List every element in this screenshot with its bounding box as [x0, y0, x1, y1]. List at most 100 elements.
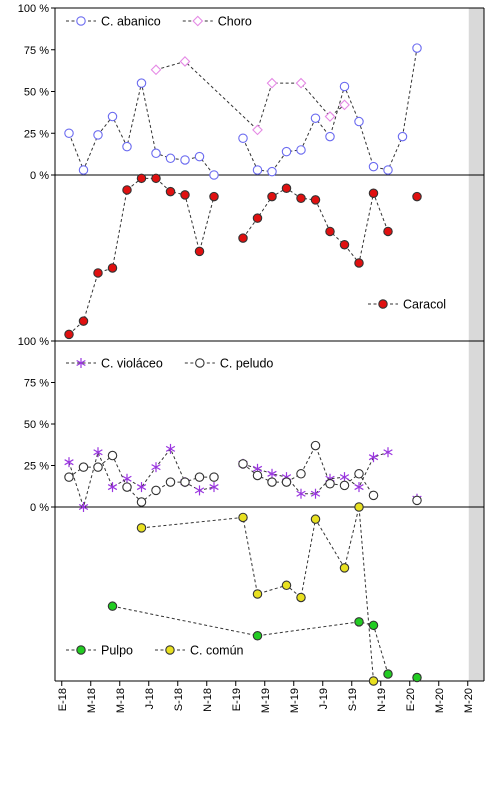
data-point	[209, 191, 219, 202]
x-tick-label: M-19	[289, 688, 301, 713]
data-point	[252, 631, 263, 641]
data-point	[107, 482, 118, 493]
legend-label: C. común	[190, 644, 244, 658]
series-c-com-n	[136, 502, 379, 686]
data-point	[296, 145, 306, 155]
data-point	[136, 482, 147, 493]
data-point	[107, 450, 118, 461]
data-point	[368, 620, 379, 631]
data-point	[165, 153, 176, 164]
data-point	[267, 477, 277, 487]
data-point	[310, 113, 321, 123]
data-point	[179, 56, 191, 67]
data-point	[267, 191, 277, 202]
data-point	[252, 124, 263, 136]
series-c-abanico	[64, 43, 422, 180]
data-point-stroke	[296, 490, 306, 497]
data-point	[368, 452, 379, 463]
y-tick-label: 75 %	[24, 45, 49, 57]
legend-item-c-abanico: C. abanico	[66, 15, 161, 29]
data-point	[151, 148, 161, 159]
y-tick-label: 50 %	[24, 87, 49, 99]
y-tick-label: 0 %	[30, 502, 49, 514]
data-point	[310, 488, 321, 499]
data-point-stroke	[107, 484, 118, 491]
data-point	[339, 472, 350, 483]
data-point	[122, 482, 132, 492]
data-point	[281, 477, 292, 487]
legend-label: C. abanico	[101, 15, 161, 29]
data-point	[383, 226, 393, 237]
legend-label: Caracol	[403, 298, 446, 312]
x-tick-label: N-19	[376, 688, 388, 712]
data-point	[136, 78, 147, 88]
data-point	[238, 459, 248, 469]
x-tick-label: J-18	[144, 688, 156, 709]
x-tick-label: E-19	[231, 688, 243, 711]
x-tick-label: E-20	[405, 688, 417, 711]
data-point	[354, 258, 364, 268]
data-point	[238, 233, 248, 243]
data-point	[252, 470, 263, 481]
data-point	[383, 165, 393, 175]
data-point-stroke	[354, 484, 364, 491]
data-point	[64, 329, 74, 340]
data-point	[93, 130, 103, 140]
legend-item-c-peludo: C. peludo	[184, 357, 274, 371]
data-point	[368, 676, 379, 686]
data-point-stroke	[383, 449, 393, 456]
data-point	[209, 482, 219, 493]
data-point	[267, 468, 277, 479]
data-point	[339, 563, 350, 573]
legend-marker-stroke	[76, 359, 86, 367]
series-line	[68, 447, 215, 509]
data-point-stroke	[252, 465, 263, 472]
data-point	[252, 165, 263, 175]
series-caracol	[64, 173, 422, 340]
data-point	[165, 443, 176, 454]
data-point	[93, 462, 103, 472]
x-tick-label: S-19	[347, 688, 359, 711]
data-point	[78, 165, 89, 175]
x-tick-label: E-18	[57, 688, 69, 711]
data-point	[281, 183, 292, 194]
x-tick-label: N-18	[202, 688, 214, 712]
legend-label: Pulpo	[101, 644, 133, 658]
data-point	[180, 190, 190, 200]
data-point	[107, 111, 118, 122]
series-pulpo	[107, 601, 422, 683]
data-point	[180, 155, 190, 165]
series-c-peludo	[64, 440, 422, 507]
data-point	[266, 77, 278, 89]
data-point	[267, 166, 277, 177]
data-point	[180, 477, 190, 487]
data-point	[325, 479, 335, 489]
x-tick-label: M-18	[115, 688, 127, 713]
series-line	[242, 444, 374, 496]
data-point	[368, 490, 379, 501]
data-point	[354, 502, 364, 512]
data-point	[194, 485, 205, 496]
legend-item-choro: Choro	[182, 15, 252, 29]
data-point	[383, 669, 393, 679]
data-point	[209, 170, 219, 180]
data-point	[383, 447, 393, 458]
legend-marker	[165, 645, 175, 655]
legend-marker	[76, 358, 86, 368]
data-point	[122, 185, 132, 195]
legend-item-c-viol-ceo: C. violáceo	[66, 357, 163, 371]
data-point-stroke	[339, 474, 350, 481]
data-point	[281, 146, 292, 157]
data-point	[296, 592, 306, 603]
legend-label: C. peludo	[220, 357, 274, 371]
y-tick-label: 25 %	[24, 128, 49, 140]
data-point	[64, 457, 74, 468]
y-tick-label: 100 %	[18, 3, 49, 15]
data-point	[194, 246, 205, 257]
data-point	[238, 512, 248, 523]
data-point	[150, 64, 162, 76]
data-point	[107, 601, 118, 611]
data-point	[194, 151, 205, 162]
